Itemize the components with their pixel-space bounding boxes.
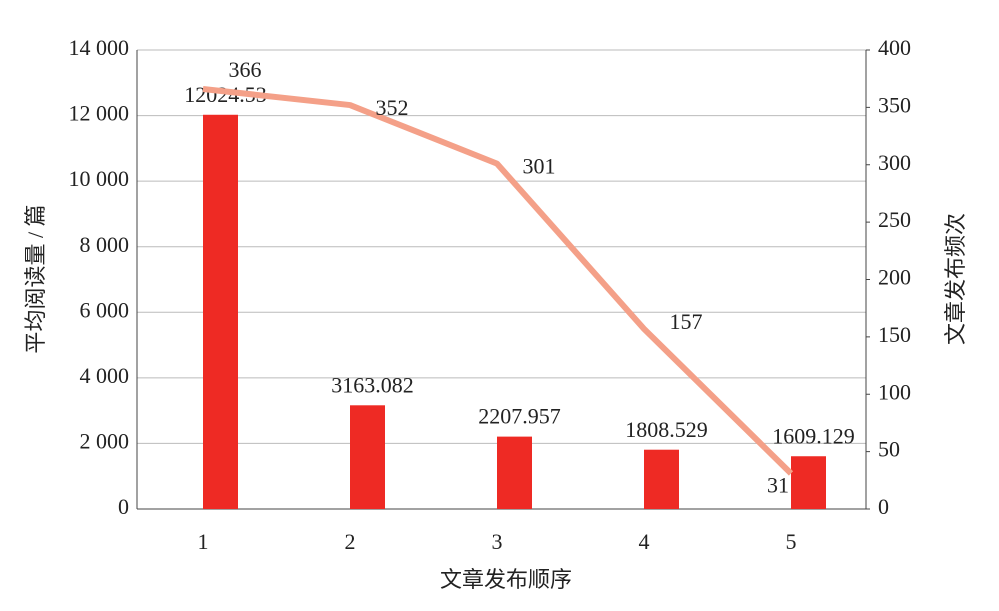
x-tick-label: 5 [786,529,797,554]
x-tick-label: 3 [492,529,503,554]
bar [203,114,238,509]
line-value-label: 352 [376,95,409,120]
y-axis-title: 平均阅读量 / 篇 [23,204,48,353]
y-tick-label: 8 000 [80,232,130,257]
y-tick-label: 14 000 [69,35,130,60]
x-tick-label: 1 [198,529,209,554]
bar [497,436,532,509]
bar-value-label: 3163.082 [331,372,414,397]
line-value-label: 366 [229,57,262,82]
y-tick-label: 0 [118,494,129,519]
y2-tick-label: 250 [878,207,911,232]
y2-axis-title: 文章发布频次 [943,213,968,345]
x-tick-label: 4 [639,529,650,554]
bar-value-label: 1609.129 [772,423,855,448]
bar-value-label: 2207.957 [478,404,561,429]
y2-tick-label: 400 [878,35,911,60]
bar [350,405,385,509]
bar [644,449,679,509]
y2-tick-label: 200 [878,265,911,290]
y-tick-label: 4 000 [80,363,130,388]
y-tick-label: 2 000 [80,428,130,453]
line-value-label: 301 [523,154,556,179]
x-tick-label: 2 [345,529,356,554]
y2-tick-label: 0 [878,494,889,519]
y-tick-label: 12 000 [69,101,130,126]
y2-tick-label: 100 [878,379,911,404]
y2-tick-label: 50 [878,437,900,462]
bar [791,456,826,509]
y-tick-label: 10 000 [69,166,130,191]
y2-tick-label: 150 [878,322,911,347]
bar-value-label: 1808.529 [625,417,708,442]
line [202,86,794,476]
x-axis-title: 文章发布顺序 [440,567,572,592]
line-value-label: 157 [670,309,703,334]
y2-tick-label: 300 [878,150,911,175]
y2-tick-label: 350 [878,92,911,117]
line-value-label: 31 [767,472,789,497]
y-tick-label: 6 000 [80,297,130,322]
